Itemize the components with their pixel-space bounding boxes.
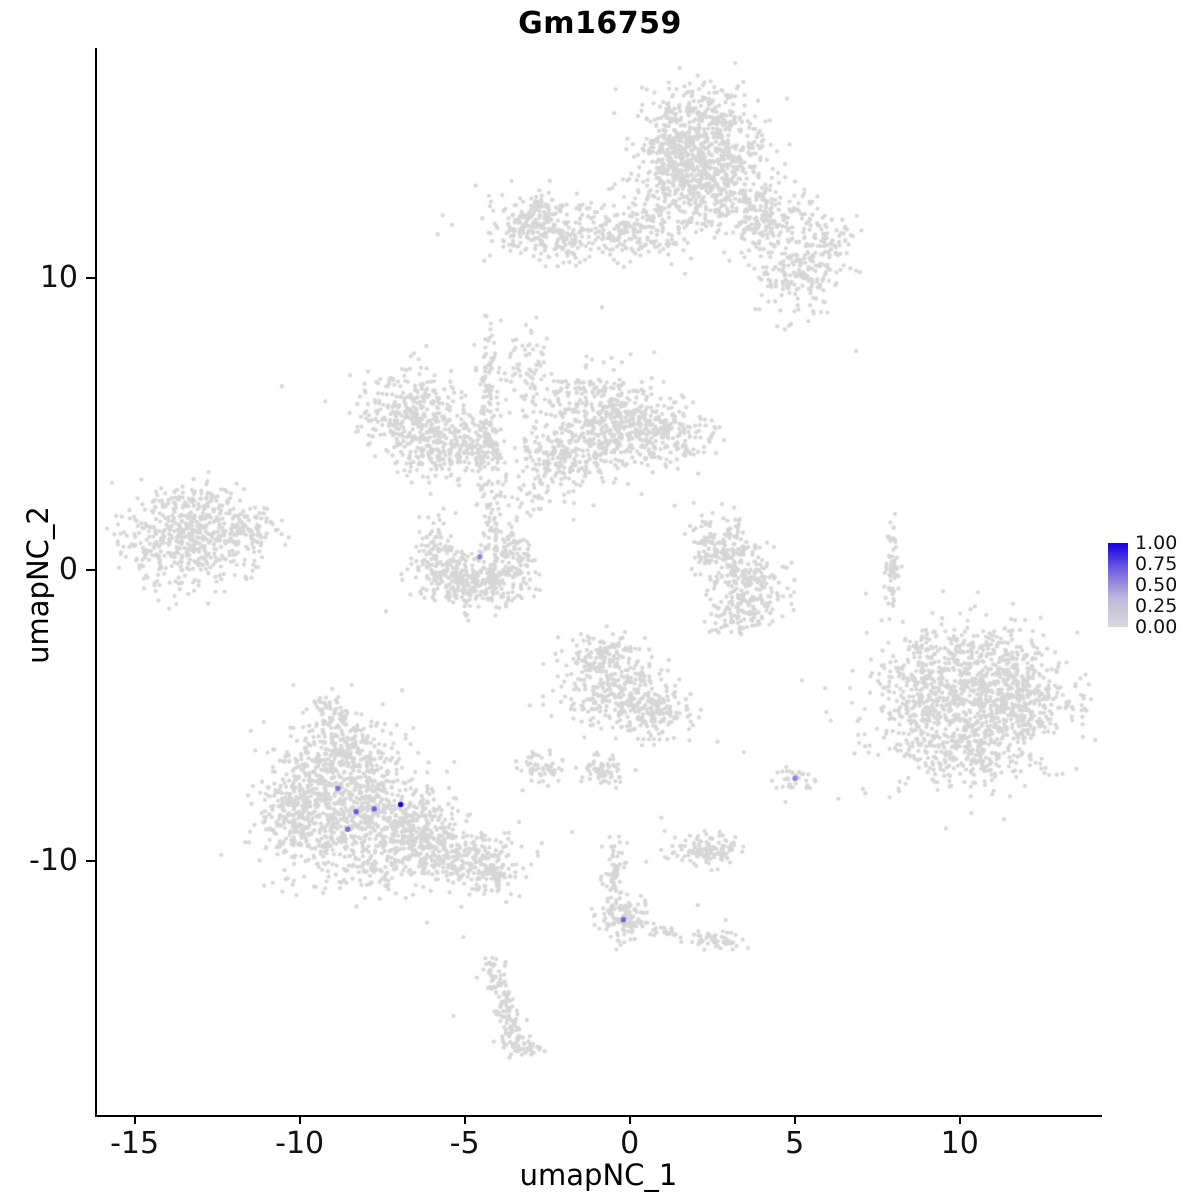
expression-legend: 1.00 0.75 0.50 0.25 0.00 (1108, 534, 1198, 653)
y-tick-mark (86, 568, 95, 571)
plot-title: Gm16759 (518, 6, 682, 41)
legend-label: 0.75 (1135, 553, 1178, 575)
y-axis-label: umapNC_2 (21, 506, 55, 664)
legend-label: 0.50 (1135, 574, 1178, 596)
scatter-canvas (97, 48, 1102, 1115)
legend-label: 0.25 (1135, 595, 1178, 617)
x-tick-label: -5 (449, 1126, 480, 1161)
x-tick-mark (628, 1115, 631, 1124)
x-tick-label: -15 (110, 1126, 160, 1161)
y-tick-label: 10 (39, 260, 78, 296)
legend-label: 1.00 (1135, 532, 1178, 554)
x-axis-label: umapNC_1 (519, 1158, 678, 1192)
x-tick-label: 5 (785, 1126, 805, 1161)
y-tick-label: -10 (29, 843, 78, 879)
x-tick-mark (133, 1115, 136, 1124)
legend-gradient-bar (1108, 543, 1128, 627)
x-tick-label: 10 (940, 1126, 979, 1161)
x-tick-mark (298, 1115, 301, 1124)
x-tick-mark (958, 1115, 961, 1124)
x-tick-mark (793, 1115, 796, 1124)
y-tick-label: 0 (58, 551, 78, 587)
x-tick-mark (463, 1115, 466, 1124)
x-tick-label: -10 (275, 1126, 325, 1161)
plot-area (95, 48, 1102, 1117)
y-tick-mark (86, 277, 95, 280)
x-tick-label: 0 (620, 1126, 640, 1161)
y-tick-mark (86, 860, 95, 863)
legend-label: 0.00 (1135, 616, 1178, 638)
